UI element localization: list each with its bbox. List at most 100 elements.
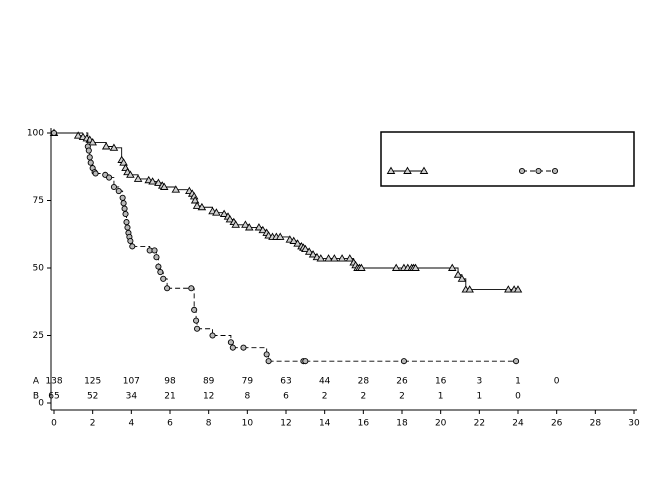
data-point [121,205,128,212]
data-point [155,263,162,270]
data-point [337,254,347,262]
data-point [231,220,241,228]
data-point [190,196,200,204]
data-point [129,243,136,250]
risk-count: 65 [48,392,59,402]
data-point [301,244,310,253]
data-point [209,332,216,339]
data-point [154,178,163,186]
data-point [188,285,195,292]
data-point [123,219,130,226]
data-point [120,200,127,207]
risk-count: 28 [358,377,370,387]
data-point [73,131,83,139]
data-point [212,208,221,216]
data-point [447,263,457,271]
data-point [151,247,158,254]
x-tick-label: 30 [628,419,640,429]
data-point [101,142,111,150]
risk-count: 8 [244,392,250,402]
data-point [88,138,97,146]
y-tick-label: 100 [27,129,44,139]
y-tick-label: 75 [33,196,44,206]
data-point [157,268,164,276]
data-point [106,174,113,181]
risk-count: 79 [242,377,254,387]
risk-count: 12 [203,392,214,402]
data-point [400,358,407,365]
data-point [194,325,201,332]
risk-row-label: A [33,377,40,387]
data-point [164,285,171,292]
data-point [115,187,122,195]
risk-count: 0 [515,392,521,402]
data-point [513,285,523,293]
data-point [171,185,181,193]
risk-count: 52 [87,392,98,402]
data-point [258,225,268,234]
data-point [265,358,272,365]
data-point [119,158,128,166]
x-tick-label: 28 [590,419,602,429]
x-tick-label: 26 [551,419,563,429]
risk-count: 26 [396,377,408,387]
data-point [241,220,250,228]
data-point [148,177,157,185]
x-tick-label: 14 [319,419,331,429]
data-point [160,275,167,282]
legend-marker [518,167,526,175]
x-tick-label: 4 [128,419,134,429]
risk-count: 2 [322,392,328,402]
data-point [50,129,58,137]
data-point [192,201,202,209]
x-tick-label: 6 [167,419,173,429]
risk-count: 138 [45,377,62,387]
data-point [153,254,160,261]
data-point [85,147,92,154]
risk-count: 2 [360,392,366,402]
risk-count: 6 [283,392,289,402]
x-tick-label: 2 [90,419,96,429]
x-tick-label: 0 [51,419,57,429]
data-point [357,263,366,271]
risk-count: 2 [399,392,405,402]
risk-count: 21 [164,392,175,402]
data-point [191,306,198,313]
data-point [289,236,299,244]
y-tick-label: 50 [33,264,45,274]
risk-count: 125 [84,377,101,387]
risk-count: 98 [164,377,176,387]
data-point [330,254,339,262]
y-tick-label: 0 [38,399,44,409]
data-point [110,183,117,191]
risk-count: 16 [435,377,447,387]
data-point [159,182,169,190]
data-point [124,224,131,231]
data-point [457,274,467,282]
legend [380,131,635,187]
data-point [133,174,143,182]
risk-row-label: B [33,392,39,402]
risk-count: 34 [126,392,138,402]
data-point [240,344,247,351]
data-point [275,232,285,240]
data-point [127,237,134,245]
data-point [302,358,309,365]
data-point [193,317,200,324]
data-point [308,250,318,258]
risk-count: 1 [438,392,444,402]
x-tick-label: 20 [435,419,447,429]
legend-marker [386,166,396,174]
y-tick-label: 25 [33,331,44,341]
risk-count: 0 [554,377,560,387]
data-point [92,170,99,177]
x-tick-label: 8 [206,419,212,429]
risk-count: 107 [123,377,140,387]
data-point [109,143,119,151]
legend-marker [551,167,559,175]
data-point [465,285,474,293]
risk-count: 3 [476,377,482,387]
x-tick-label: 16 [358,419,370,429]
risk-count: 44 [319,377,331,387]
